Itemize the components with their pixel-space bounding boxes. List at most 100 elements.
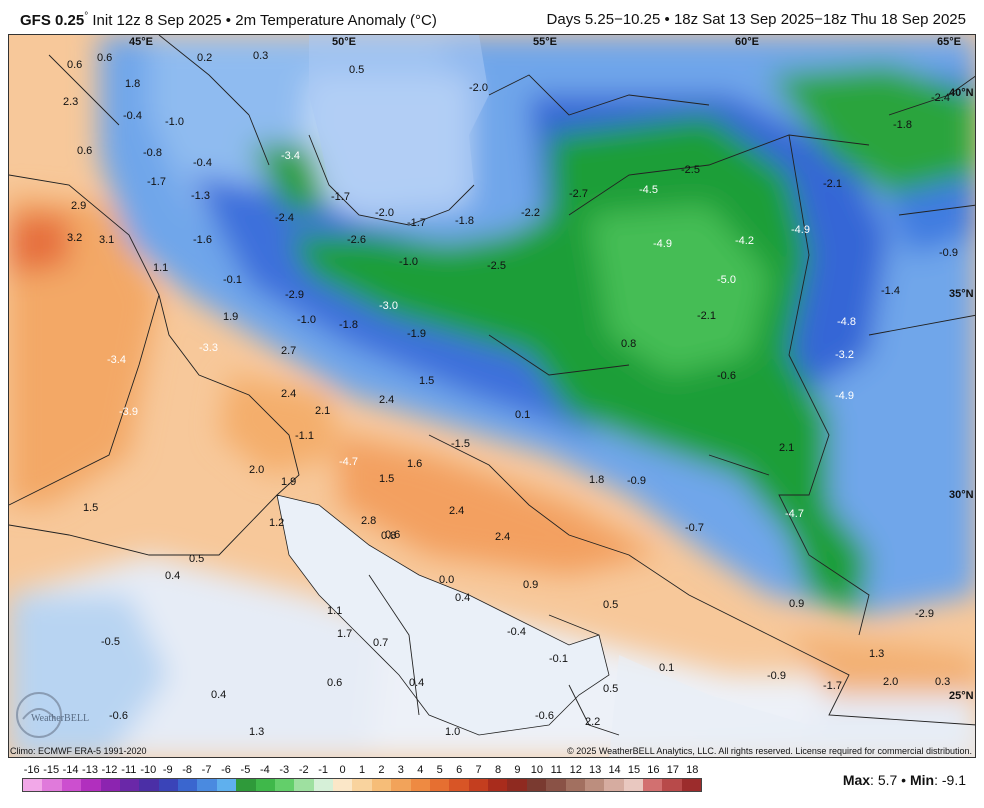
anomaly-value-label: -2.6 (347, 234, 366, 246)
anomaly-value-label: -3.0 (379, 300, 398, 312)
colorbar-tick-label: -5 (240, 764, 251, 776)
max-value: 5.7 (877, 772, 898, 788)
anomaly-value-label: 0.6 (67, 59, 82, 71)
anomaly-value-label: 2.7 (281, 345, 296, 357)
colorbar-swatch (526, 779, 547, 791)
anomaly-value-label: -4.7 (339, 456, 358, 468)
colorbar (22, 778, 702, 792)
colorbar-tick-label: 6 (456, 764, 463, 776)
anomaly-value-label: -0.1 (549, 653, 568, 665)
colorbar-tick-label: 11 (550, 764, 562, 776)
colorbar-swatch (565, 779, 585, 791)
anomaly-value-label: -0.1 (223, 274, 242, 286)
anomaly-value-label: -0.9 (627, 475, 646, 487)
anomaly-value-label: 1.7 (337, 628, 352, 640)
watermark-text: WeatherBELL (31, 713, 89, 724)
anomaly-value-label: 0.5 (603, 599, 618, 611)
anomaly-value-label: 2.1 (779, 442, 794, 454)
colorbar-tick-label: -3 (279, 764, 290, 776)
weatherbell-logo: WeatherBELL (16, 692, 89, 738)
colorbar-swatch (274, 779, 295, 791)
anomaly-value-label: -1.0 (165, 116, 184, 128)
colorbar-tick-label: -6 (221, 764, 231, 776)
anomaly-value-label: 1.3 (869, 648, 884, 660)
anomaly-value-label: -2.5 (487, 260, 506, 272)
anomaly-value-label: -4.7 (785, 508, 804, 520)
stats-separator: • (897, 772, 910, 788)
anomaly-value-label: -0.8 (143, 147, 162, 159)
anomaly-value-label: 0.0 (439, 574, 454, 586)
anomaly-value-label: 0.6 (327, 677, 342, 689)
anomaly-value-label: 0.4 (165, 570, 180, 582)
colorbar-tick-label: 13 (589, 764, 602, 776)
colorbar-swatch (178, 779, 198, 791)
colorbar-tick-label: 5 (436, 764, 443, 776)
chart-header: GFS 0.25° Init 12z 8 Sep 2025 • 2m Tempe… (0, 0, 984, 34)
lon-label-45e: 45°E (129, 36, 153, 48)
anomaly-value-label: 0.3 (935, 676, 950, 688)
colorbar-swatch (158, 779, 178, 791)
colorbar-tick-label: 18 (686, 764, 699, 776)
colorbar-swatch (255, 779, 275, 791)
colorbar-swatch (681, 779, 702, 791)
colorbar-tick-label: -16 (23, 764, 40, 776)
anomaly-value-label: 2.0 (249, 464, 264, 476)
colorbar-swatch (391, 779, 411, 791)
anomaly-value-label: -0.9 (767, 670, 786, 682)
anomaly-value-label: 1.0 (445, 726, 460, 738)
colorbar-tick-label: 2 (378, 764, 385, 776)
colorbar-swatch (294, 779, 314, 791)
anomaly-value-label: 2.8 (361, 515, 376, 527)
colorbar-swatch (468, 779, 488, 791)
anomaly-value-label: 0.5 (349, 64, 364, 76)
anomaly-value-label: -1.6 (193, 234, 212, 246)
anomaly-value-label: -3.3 (199, 342, 218, 354)
anomaly-value-label: 0.4 (211, 689, 226, 701)
anomaly-value-label: -1.7 (147, 176, 166, 188)
colorbar-swatch (662, 779, 682, 791)
anomaly-value-label: 1.8 (589, 474, 604, 486)
colorbar-swatch (643, 779, 663, 791)
anomaly-value-label: 1.5 (379, 473, 394, 485)
colorbar-tick-label: -15 (43, 764, 60, 776)
anomaly-value-label: -4.9 (835, 390, 854, 402)
colorbar-tick-label: 16 (647, 764, 660, 776)
colorbar-swatch (584, 779, 605, 791)
borders (9, 35, 975, 736)
anomaly-value-label: 1.2 (269, 517, 284, 529)
colorbar-swatch (507, 779, 527, 791)
graticule-labels: 45°E 50°E 55°E 60°E 65°E 40°N 35°N 30°N … (129, 36, 974, 702)
anomaly-value-label: 1.6 (407, 458, 422, 470)
lat-label-35n: 35°N (949, 288, 974, 300)
degree-mark: ° (84, 11, 89, 22)
anomaly-value-label: 2.4 (449, 505, 464, 517)
anomaly-value-label: -4.9 (653, 238, 672, 250)
anomaly-value-label: 2.1 (315, 405, 330, 417)
colorbar-tick-label: -8 (182, 764, 193, 776)
anomaly-value-label: 0.5 (189, 553, 204, 565)
colorbar-swatch (119, 779, 140, 791)
colorbar-tick-label: 0 (339, 764, 346, 776)
anomaly-value-label: -0.6 (109, 710, 128, 722)
anomaly-value-label: -3.4 (281, 150, 300, 162)
anomaly-value-label: 0.8 (381, 530, 396, 542)
anomaly-value-labels: 0.6 0.6 0.2 0.3 0.5 -2.0 1.8 -2.4 -1.8 2.3 -0.4 -1.… (63, 50, 958, 738)
anomaly-value-label: -1.8 (455, 215, 474, 227)
anomaly-value-label: 2.9 (71, 200, 86, 212)
colorbar-tick-label: -11 (121, 764, 137, 776)
anomaly-value-label: -1.8 (339, 319, 358, 331)
colorbar-swatch (352, 779, 372, 791)
water-bodies (276, 35, 975, 757)
max-label: Max (842, 772, 871, 788)
anomaly-value-label: -2.7 (569, 188, 588, 200)
anomaly-value-label: 0.6 (97, 52, 112, 64)
colorbar-tick-label: 14 (608, 764, 621, 776)
anomaly-value-label: 1.9 (281, 476, 296, 488)
anomaly-value-label: -0.4 (123, 110, 142, 122)
anomaly-map[interactable]: 45°E 50°E 55°E 60°E 65°E 40°N 35°N 30°N … (8, 34, 976, 758)
lon-label-60e: 60°E (735, 36, 759, 48)
anomaly-value-label: 0.5 (603, 683, 618, 695)
anomaly-value-label: -4.2 (735, 235, 754, 247)
anomaly-value-label: 0.9 (523, 579, 538, 591)
colorbar-tick-label: -9 (162, 764, 173, 776)
